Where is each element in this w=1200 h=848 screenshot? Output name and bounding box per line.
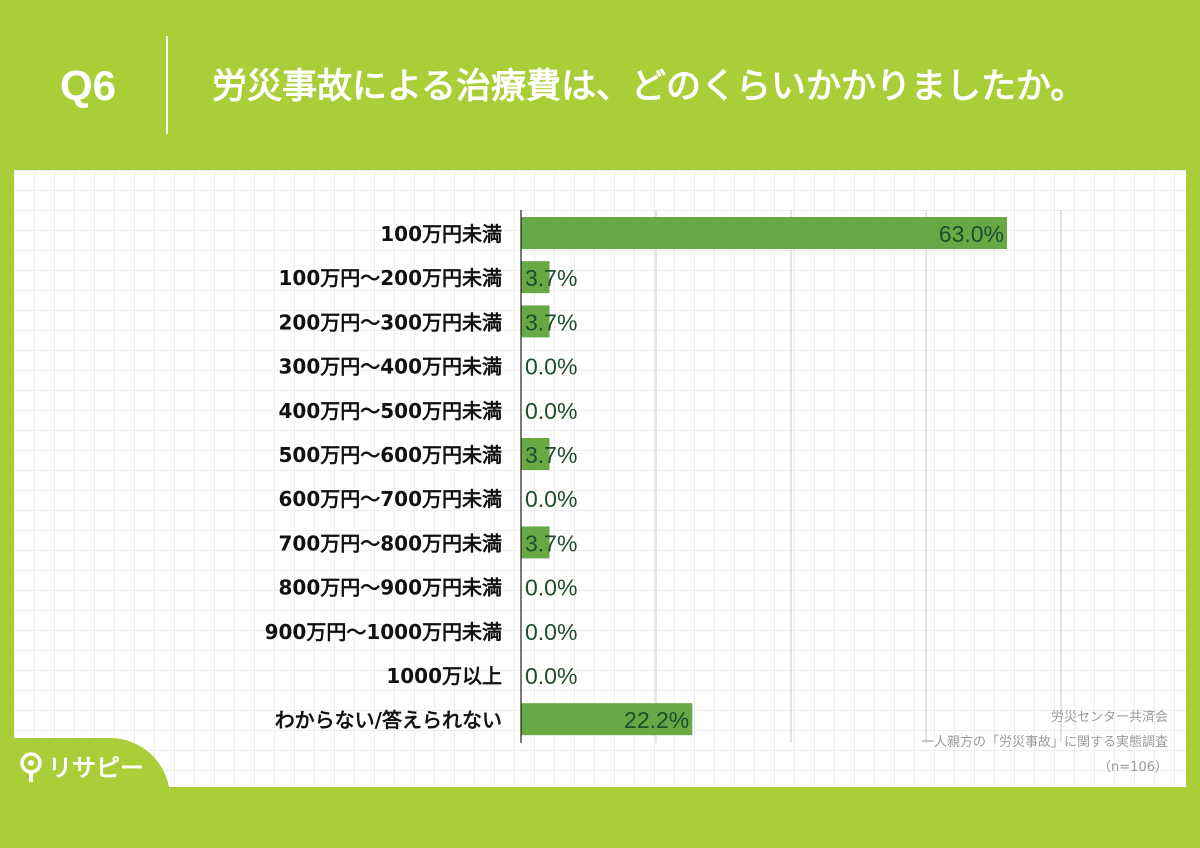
logo: リサピー	[18, 748, 144, 788]
category-label: 200万円〜300万円未満	[279, 310, 503, 334]
bar	[521, 438, 550, 470]
bar	[521, 526, 550, 559]
data-label: 0.0%	[525, 486, 577, 512]
question-title: 労災事故による治療費は、どのくらいかかりましたか。	[212, 67, 1086, 107]
question-number: Q6	[60, 62, 117, 109]
category-label: 500万円〜600万円未満	[279, 443, 503, 467]
category-label: 700万円〜800万円未満	[279, 531, 503, 555]
data-label: 0.0%	[525, 354, 577, 380]
category-label: 300万円〜400万円未満	[279, 355, 503, 379]
bar	[521, 217, 1007, 249]
header-divider	[166, 36, 168, 134]
category-label: 1000万以上	[386, 664, 502, 688]
data-label: 0.0%	[525, 619, 577, 645]
category-label: 100万円〜200万円未満	[279, 266, 503, 290]
bar-chart: 100万円未満 63.0% 100万円〜200万円未満 3.7% 200万円〜300万円…	[265, 210, 1062, 743]
data-label: 0.0%	[525, 575, 577, 601]
data-label: 3.7%	[525, 442, 577, 468]
source-survey-title: 一人親方の「労災事故」に関する実態調査	[920, 735, 1168, 750]
category-label: 100万円未満	[380, 222, 502, 246]
chart-panel	[14, 170, 1186, 787]
category-label: わからない/答えられない	[275, 708, 502, 732]
data-label: 0.0%	[525, 398, 577, 424]
category-label: 600万円〜700万円未満	[279, 487, 503, 511]
bar	[521, 703, 693, 736]
logo-text: リサピー	[48, 754, 144, 782]
source-organization: 労災センター共済会	[1050, 710, 1168, 725]
sample-size: （n=106）	[1098, 760, 1168, 775]
data-label: 63.0%	[939, 221, 1004, 247]
category-label: 900万円〜1000万円未満	[265, 620, 502, 644]
data-label: 3.7%	[525, 530, 577, 556]
category-label: 800万円〜900万円未満	[279, 576, 503, 600]
lightbulb-icon	[20, 752, 42, 782]
bar	[521, 261, 550, 294]
data-label: 22.2%	[624, 707, 689, 733]
category-label: 400万円〜500万円未満	[279, 399, 503, 423]
header: Q6 労災事故による治療費は、どのくらいかかりましたか。	[0, 0, 1200, 170]
data-label: 3.7%	[525, 309, 577, 335]
data-label: 0.0%	[525, 663, 577, 689]
data-label: 3.7%	[525, 265, 577, 291]
bar	[521, 305, 550, 338]
